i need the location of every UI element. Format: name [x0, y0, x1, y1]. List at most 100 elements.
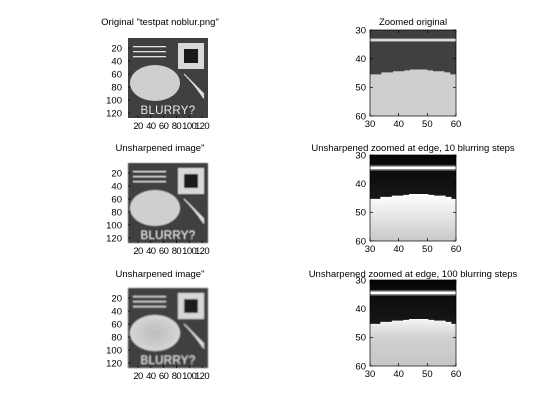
ellipse-shape: [130, 190, 180, 226]
ellipse-shape: [130, 65, 180, 101]
x-tick-label: 40: [393, 369, 404, 380]
horizontal-line: [133, 296, 166, 298]
image-text: BLURRY?: [141, 355, 196, 367]
panel-title: Zoomed original: [379, 17, 447, 28]
y-tick-label: 100: [106, 95, 122, 106]
x-tick-label: 40: [393, 119, 404, 130]
ellipse-shape: [130, 315, 180, 351]
y-tick-label: 60: [111, 319, 122, 330]
y-tick-label: 100: [106, 345, 122, 356]
x-tick-label: 30: [365, 369, 376, 380]
x-tick-label: 20: [133, 246, 143, 257]
y-tick-label: 20: [111, 293, 122, 304]
x-tick-label: 100: [182, 371, 196, 382]
test-pattern-image: BLURRY?: [128, 163, 208, 243]
diagonal-line: [192, 82, 205, 99]
horizontal-line: [133, 51, 166, 53]
zoom-panel-2: Unsharpened zoomed at edge, 10 blurring …: [311, 143, 515, 255]
y-tick-label: 120: [106, 108, 122, 119]
light-region: [370, 69, 456, 116]
zoomed-image: [370, 30, 456, 116]
y-tick-label: 40: [111, 306, 122, 317]
horizontal-line: [133, 56, 166, 58]
x-tick-label: 60: [451, 244, 462, 255]
full-image-panel-2: Unsharpened image"BLURRY?204060801001202…: [106, 143, 210, 257]
x-tick-label: 120: [195, 246, 209, 257]
image-text: BLURRY?: [141, 105, 196, 117]
panel-title: Unsharpened zoomed at edge, 10 blurring …: [311, 143, 515, 154]
y-tick-label: 60: [355, 111, 366, 122]
test-pattern-image: BLURRY?: [128, 288, 208, 368]
x-tick-label: 40: [146, 121, 156, 132]
light-stripe: [370, 166, 456, 170]
y-tick-label: 100: [106, 220, 122, 231]
square-center: [184, 174, 198, 188]
x-tick-label: 60: [451, 119, 462, 130]
x-tick-label: 120: [195, 121, 209, 132]
y-tick-label: 60: [111, 69, 122, 80]
y-tick-label: 40: [355, 54, 366, 65]
full-image-panel-1: Original "testpat noblur.png"BLURRY?2040…: [101, 17, 219, 132]
axes-frame: [369, 154, 457, 242]
x-tick-label: 50: [422, 369, 433, 380]
horizontal-line: [133, 306, 166, 308]
light-region: [370, 319, 456, 366]
x-tick-label: 30: [365, 244, 376, 255]
light-region: [370, 194, 456, 241]
x-tick-label: 100: [182, 246, 196, 257]
y-tick-label: 60: [111, 194, 122, 205]
y-tick-label: 40: [111, 181, 122, 192]
light-stripe: [370, 291, 456, 295]
x-tick-label: 40: [146, 371, 156, 382]
x-tick-label: 60: [159, 246, 169, 257]
y-tick-label: 80: [111, 332, 122, 343]
horizontal-line: [133, 46, 166, 48]
test-pattern-image: BLURRY?: [128, 38, 208, 118]
y-tick-label: 60: [355, 236, 366, 247]
x-tick-label: 40: [146, 246, 156, 257]
y-tick-label: 120: [106, 358, 122, 369]
x-tick-label: 50: [422, 119, 433, 130]
y-tick-label: 30: [355, 150, 366, 161]
zoom-panel-3: Unsharpened zoomed at edge, 100 blurring…: [309, 269, 518, 380]
x-tick-label: 100: [182, 121, 196, 132]
x-tick-label: 40: [393, 244, 404, 255]
horizontal-line: [133, 171, 166, 173]
y-tick-label: 50: [355, 208, 366, 219]
horizontal-line: [133, 176, 166, 178]
axes-frame: [369, 29, 457, 117]
y-tick-label: 40: [355, 304, 366, 315]
y-tick-label: 80: [111, 82, 122, 93]
x-tick-label: 20: [133, 371, 143, 382]
horizontal-line: [133, 181, 166, 183]
image-text: BLURRY?: [141, 230, 196, 242]
y-tick-label: 30: [355, 25, 366, 36]
axes-frame: [369, 279, 457, 367]
panel-title: Unsharpened zoomed at edge, 100 blurring…: [309, 269, 518, 280]
zoomed-image: [368, 155, 458, 243]
horizontal-line: [133, 301, 166, 303]
y-tick-label: 50: [355, 83, 366, 94]
y-tick-label: 20: [111, 168, 122, 179]
y-tick-label: 120: [106, 233, 122, 244]
x-tick-label: 20: [133, 121, 143, 132]
x-tick-label: 80: [172, 121, 182, 132]
y-tick-label: 40: [355, 179, 366, 190]
y-tick-label: 50: [355, 333, 366, 344]
y-tick-label: 40: [111, 56, 122, 67]
panel-title: Unsharpened image": [116, 269, 205, 280]
diagonal-line: [192, 332, 205, 349]
light-stripe: [370, 38, 456, 42]
x-tick-label: 60: [159, 121, 169, 132]
diagonal-line: [192, 207, 205, 224]
y-tick-label: 60: [355, 361, 366, 372]
panel-title: Unsharpened image": [116, 143, 205, 154]
x-tick-label: 60: [159, 371, 169, 382]
zoomed-image: [368, 280, 458, 368]
square-center: [184, 299, 198, 313]
y-tick-label: 20: [111, 43, 122, 54]
x-tick-label: 80: [172, 246, 182, 257]
x-tick-label: 30: [365, 119, 376, 130]
